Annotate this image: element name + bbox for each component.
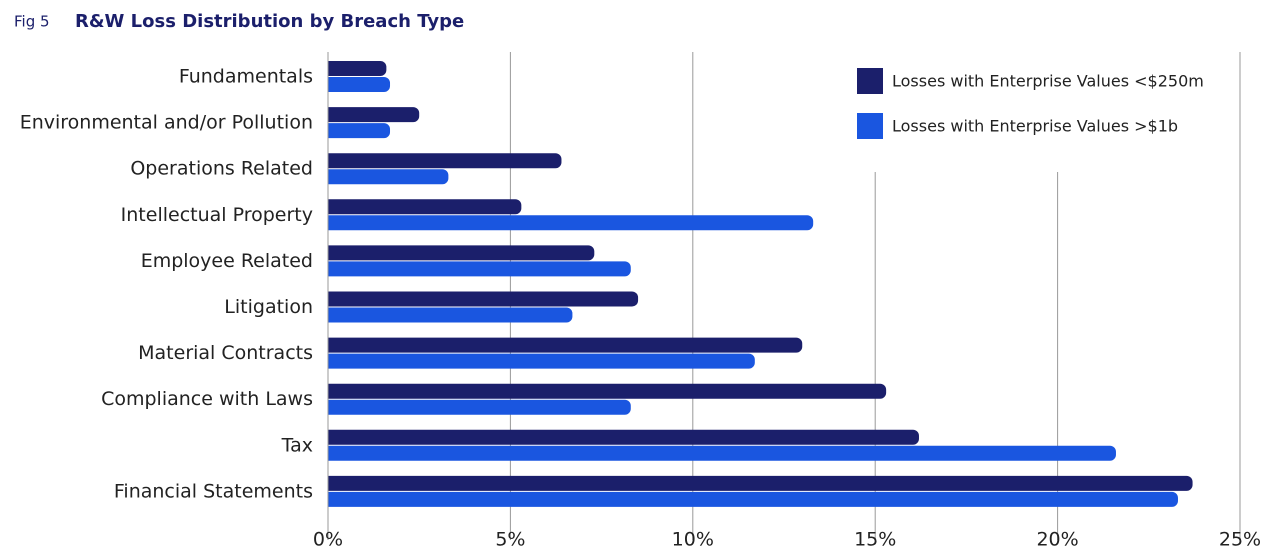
bar [328, 153, 562, 169]
bar [328, 353, 755, 369]
chart-title: R&W Loss Distribution by Breach Type [75, 11, 464, 32]
bar [328, 491, 1178, 507]
x-tick-label: 20% [1036, 529, 1078, 551]
bar [328, 169, 449, 185]
bar [328, 429, 919, 445]
figure-label: Fig 5 [14, 13, 50, 31]
y-tick-label: Litigation [224, 296, 313, 318]
legend-label: Losses with Enterprise Values <$250m [892, 72, 1204, 91]
y-tick-label: Operations Related [130, 158, 313, 180]
bar [328, 337, 803, 353]
y-tick-label: Financial Statements [114, 480, 313, 502]
y-tick-label: Material Contracts [138, 342, 313, 364]
legend: Losses with Enterprise Values <$250m Loss… [857, 68, 1204, 139]
x-tick-label: 15% [854, 529, 896, 551]
x-tick-label: 10% [672, 529, 714, 551]
y-tick-label: Employee Related [141, 250, 313, 272]
y-tick-label: Intellectual Property [121, 204, 313, 226]
bar [328, 123, 391, 139]
bar [328, 291, 639, 307]
bar [328, 445, 1116, 461]
legend-swatch [857, 68, 883, 94]
x-tick-label: 0% [313, 529, 343, 551]
x-tick-label: 5% [495, 529, 525, 551]
bar [328, 61, 387, 76]
y-tick-label: Tax [281, 434, 313, 456]
y-tick-label: Environmental and/or Pollution [20, 112, 313, 134]
bar [328, 399, 631, 415]
bar [328, 383, 887, 399]
bar [328, 77, 391, 92]
bar [328, 245, 595, 261]
bars [327, 52, 1193, 522]
bar [328, 307, 573, 323]
bar [328, 107, 420, 123]
y-tick-label: Compliance with Laws [101, 388, 313, 410]
bar [328, 261, 631, 277]
y-tick-label: Fundamentals [179, 66, 313, 88]
bar [328, 215, 814, 231]
legend-background [840, 50, 1235, 172]
legend-swatch [857, 113, 883, 139]
bar [328, 199, 522, 215]
x-tick-label: 25% [1219, 529, 1261, 551]
legend-label: Losses with Enterprise Values >$1b [892, 117, 1178, 136]
bar [328, 475, 1193, 491]
